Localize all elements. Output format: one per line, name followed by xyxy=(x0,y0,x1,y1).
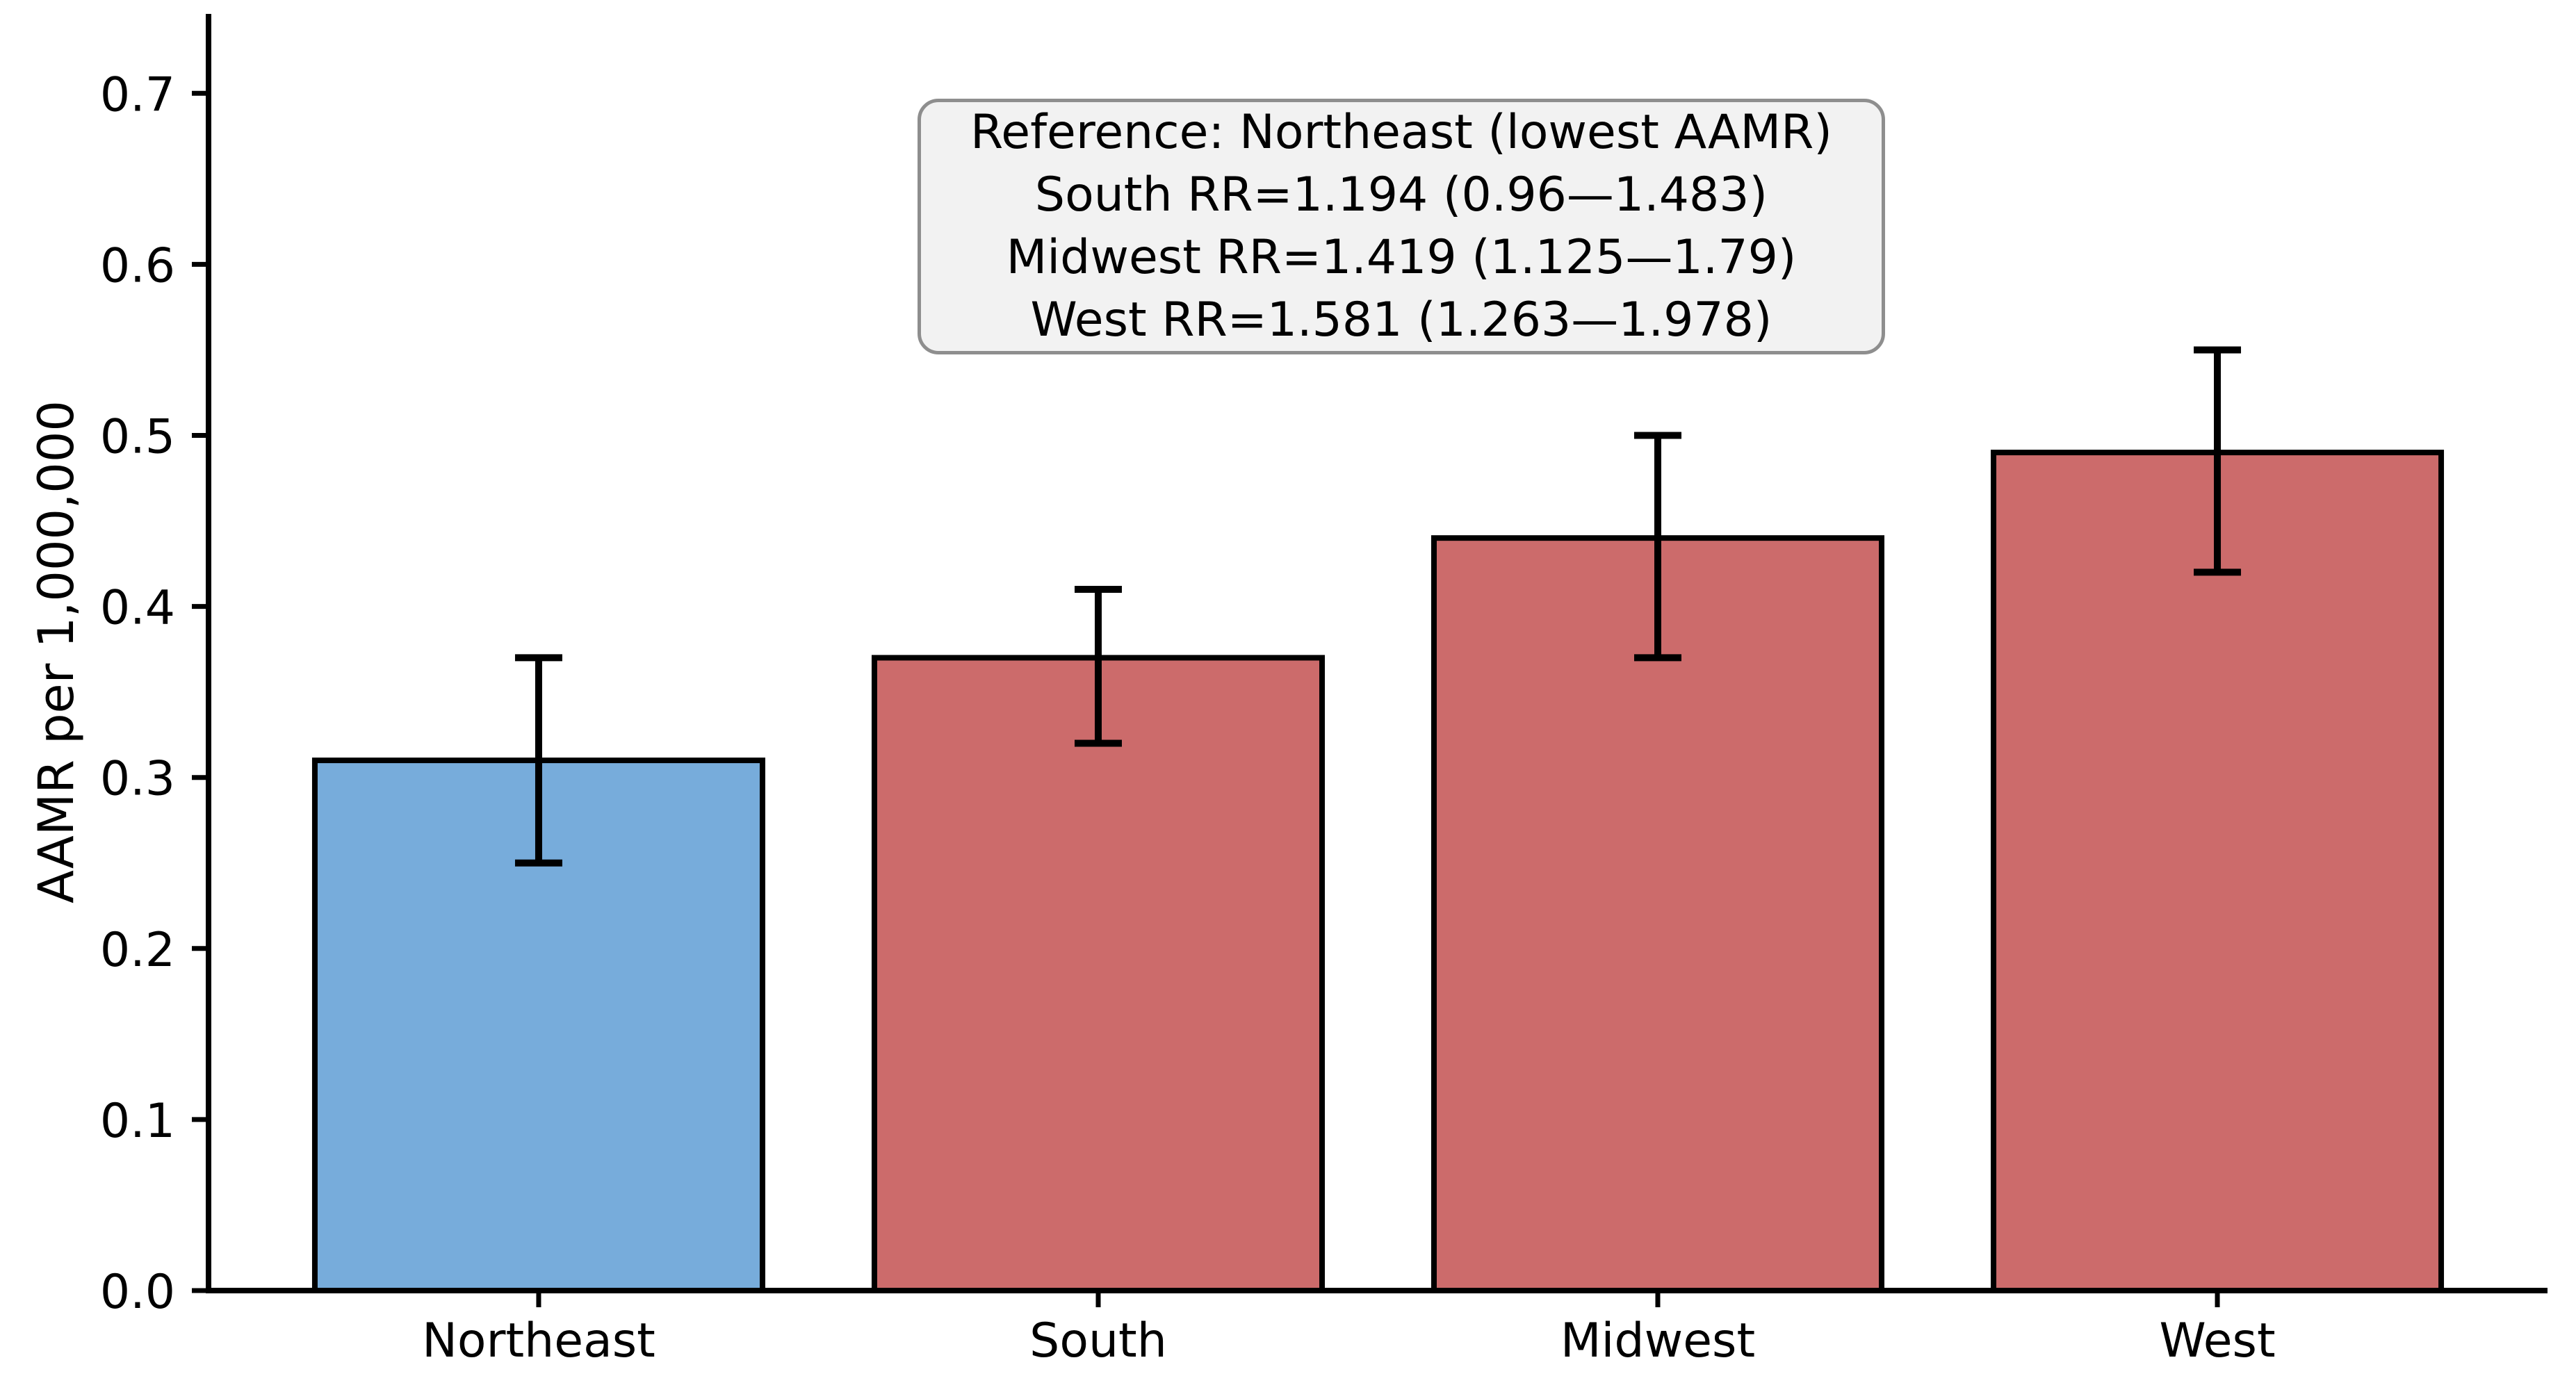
error-bars-layer xyxy=(514,346,2242,867)
y-tick-label-0.2: 0.2 xyxy=(100,923,175,978)
axes-layer xyxy=(192,14,2548,1307)
y-tick-label-0.5: 0.5 xyxy=(100,410,175,465)
x-tick-label-west: West xyxy=(2159,1314,2275,1368)
annotation-line-south-rr: South RR=1.194 (0.96—1.483) xyxy=(1034,167,1768,222)
annotation-line-midwest-rr: Midwest RR=1.419 (1.125—1.79) xyxy=(1006,230,1797,285)
x-tick-label-midwest: Midwest xyxy=(1560,1314,1755,1368)
y-tick-label-0.1: 0.1 xyxy=(100,1094,175,1149)
bar-west xyxy=(1991,450,2445,1293)
tick-labels-layer: Northeast South Midwest West 0.0 0.1 0.2 0.3 0.4… xyxy=(100,67,2276,1368)
bars-layer xyxy=(311,450,2445,1293)
y-tick-label-0.6: 0.6 xyxy=(100,238,175,293)
y-tick-label-0.7: 0.7 xyxy=(100,67,175,122)
y-tick-label-0.4: 0.4 xyxy=(100,581,175,636)
annotation-box: Reference: Northeast (lowest AAMR) South… xyxy=(918,99,1885,354)
y-tick-label-0.3: 0.3 xyxy=(100,752,175,807)
y-axis-label: AAMR per 1,000,000 xyxy=(28,400,85,903)
annotation-line-reference: Reference: Northeast (lowest AAMR) xyxy=(970,105,1832,160)
x-tick-label-northeast: Northeast xyxy=(422,1314,655,1368)
bar-south xyxy=(871,655,1325,1293)
annotation-line-west-rr: West RR=1.581 (1.263—1.978) xyxy=(1030,293,1772,347)
y-tick-label-0.0: 0.0 xyxy=(100,1265,175,1320)
x-tick-label-south: South xyxy=(1029,1314,1167,1368)
